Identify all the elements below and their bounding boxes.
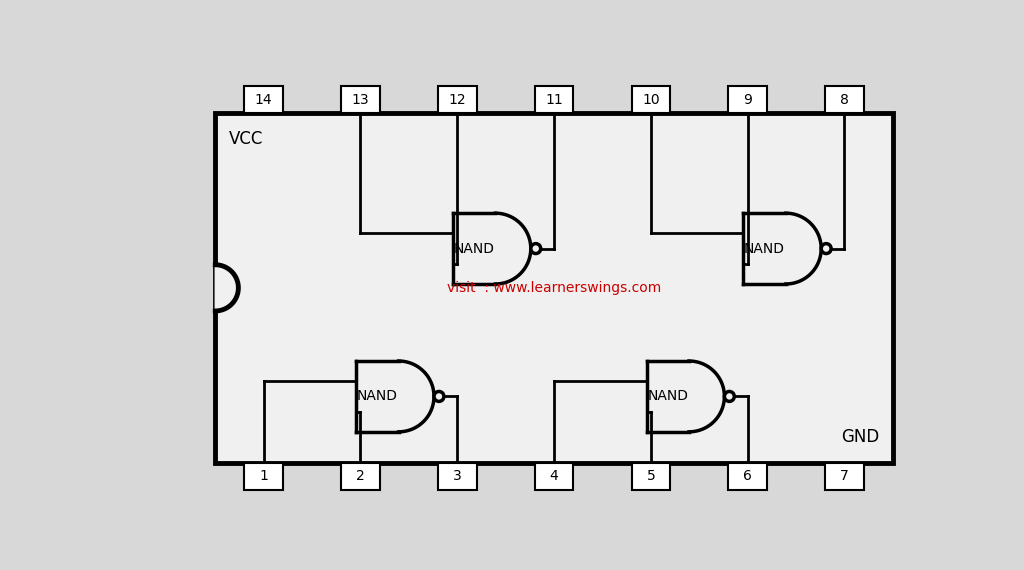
Text: 1: 1	[259, 469, 268, 483]
Text: VCC: VCC	[229, 130, 263, 148]
Text: NAND: NAND	[744, 242, 785, 255]
Circle shape	[530, 243, 541, 254]
Bar	[341, 86, 380, 113]
Text: NAND: NAND	[357, 389, 398, 404]
Circle shape	[821, 243, 831, 254]
Bar	[646, 361, 689, 432]
Circle shape	[724, 392, 734, 401]
Text: 5: 5	[646, 469, 655, 483]
Text: 3: 3	[453, 469, 462, 483]
Text: visit  : www.learnerswings.com: visit : www.learnerswings.com	[446, 281, 662, 295]
Polygon shape	[215, 264, 239, 311]
Text: 13: 13	[351, 92, 370, 107]
Bar	[728, 86, 767, 113]
Text: NAND: NAND	[647, 389, 688, 404]
Text: 14: 14	[255, 92, 272, 107]
Bar	[245, 463, 283, 490]
Bar	[825, 86, 863, 113]
Text: 8: 8	[840, 92, 849, 107]
Bar	[215, 113, 893, 463]
Bar	[743, 213, 785, 284]
Bar	[438, 463, 476, 490]
Text: 11: 11	[545, 92, 563, 107]
Bar	[535, 463, 573, 490]
Text: 6: 6	[743, 469, 752, 483]
Text: NAND: NAND	[454, 242, 495, 255]
Bar	[356, 361, 398, 432]
Circle shape	[434, 392, 444, 401]
Bar	[728, 463, 767, 490]
Text: 12: 12	[449, 92, 466, 107]
Polygon shape	[496, 213, 530, 284]
Text: 2: 2	[356, 469, 365, 483]
Polygon shape	[785, 213, 821, 284]
Bar	[825, 463, 863, 490]
Polygon shape	[398, 361, 434, 432]
Text: 7: 7	[840, 469, 849, 483]
Bar	[535, 86, 573, 113]
Text: GND: GND	[841, 428, 879, 446]
Bar	[245, 86, 283, 113]
Text: 9: 9	[743, 92, 752, 107]
Text: 4: 4	[550, 469, 558, 483]
Bar	[438, 86, 476, 113]
Bar	[453, 213, 496, 284]
Bar	[632, 463, 670, 490]
Bar	[632, 86, 670, 113]
Polygon shape	[689, 361, 724, 432]
Text: 10: 10	[642, 92, 659, 107]
Bar	[341, 463, 380, 490]
